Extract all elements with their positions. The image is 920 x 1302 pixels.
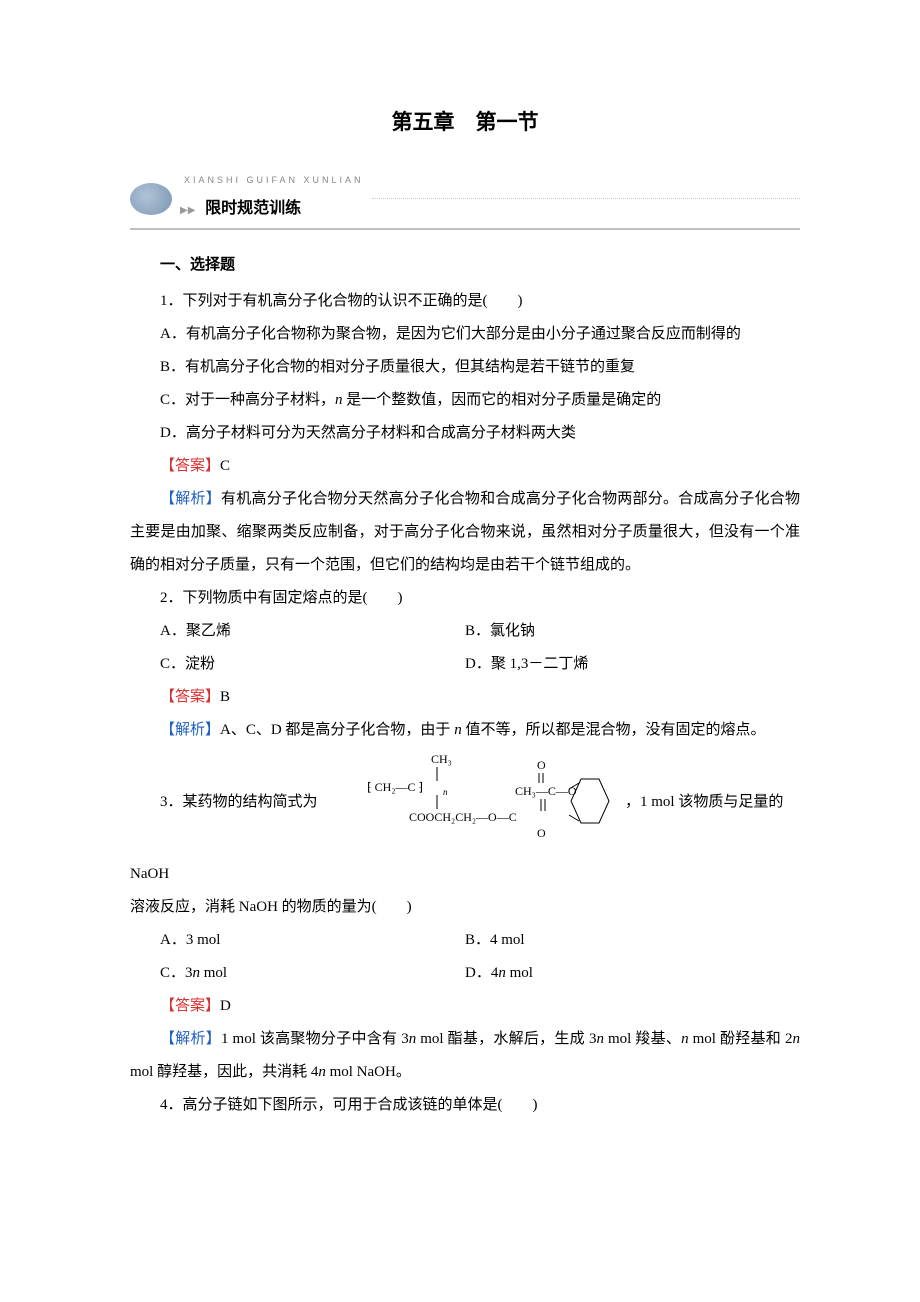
q1-analysis-text: 有机高分子化合物分天然高分子化合物和合成高分子化合物两部分。合成高分子化合物主要…: [130, 491, 800, 573]
q3-answer-value: D: [220, 998, 231, 1014]
q3-options-row1: A．3 mol B．4 mol: [130, 924, 800, 957]
q2-options-row2: C．淀粉 D．聚 1,3－二丁烯: [130, 648, 800, 681]
q2-answer-value: B: [220, 689, 230, 705]
q1-answer: 【答案】C: [130, 450, 800, 483]
q2-analysis: 【解析】A、C、D 都是高分子化合物，由于 n 值不等，所以都是混合物，没有固定…: [130, 714, 800, 747]
q1-optc-before: C．对于一种高分子材料，: [160, 392, 335, 408]
svg-text:CH₃: CH₃: [431, 752, 452, 766]
banner-content: XIANSHI GUIFAN XUNLIAN ▶▶ 限时规范训练: [180, 171, 364, 226]
svg-text:⁅ CH₂—C ⁆: ⁅ CH₂—C ⁆: [367, 780, 423, 794]
q1-option-a: A．有机高分子化合物称为聚合物，是因为它们大部分是由小分子通过聚合反应而制得的: [130, 318, 800, 351]
q3-ana-p6: mol NaOH。: [326, 1064, 411, 1080]
q3-ana-n4: n: [793, 1031, 801, 1047]
q2-analysis-before: A、C、D 都是高分子化合物，由于: [220, 722, 454, 738]
globe-icon: [130, 183, 172, 215]
q3-optc-after: mol: [200, 965, 227, 981]
q3-answer: 【答案】D: [130, 990, 800, 1023]
q3-ana-p4: mol 酚羟基和 2: [689, 1031, 793, 1047]
q3-optd-n: n: [498, 965, 506, 981]
q2-analysis-after: 值不等，所以都是混合物，没有固定的熔点。: [462, 722, 766, 738]
chemical-structure-icon: CH₃ ⁅ CH₂—C ⁆ n COOCH₂CH₂—O—C O CH₃—C—O …: [351, 751, 621, 841]
q2-stem: 2．下列物质中有固定熔点的是( ): [130, 582, 800, 615]
q1-answer-value: C: [220, 458, 230, 474]
q3-options-row2: C．3n mol D．4n mol: [130, 957, 800, 990]
divider-line: [372, 198, 800, 199]
q3-ana-p5: mol 醇羟基，因此，共消耗 4: [130, 1064, 318, 1080]
q3-ana-p2: mol 酯基，水解后，生成 3: [416, 1031, 596, 1047]
q2-options-row1: A．聚乙烯 B．氯化钠: [130, 615, 800, 648]
svg-text:COOCH₂CH₂—O—C: COOCH₂CH₂—O—C: [409, 810, 517, 824]
q2-option-c: C．淀粉: [130, 648, 465, 681]
q3-answer-label: 【答案】: [160, 998, 220, 1014]
q1-optc-n: n: [335, 392, 343, 408]
q1-analysis-label: 【解析】: [160, 491, 221, 507]
q3-analysis: 【解析】1 mol 该高聚物分子中含有 3n mol 酯基，水解后，生成 3n …: [130, 1023, 800, 1089]
q2-analysis-label: 【解析】: [160, 722, 220, 738]
svg-text:O: O: [537, 826, 546, 840]
q1-option-d: D．高分子材料可分为天然高分子材料和合成高分子材料两大类: [130, 417, 800, 450]
q3-option-c: C．3n mol: [130, 957, 465, 990]
q1-optc-after: 是一个整数值，因而它的相对分子质量是确定的: [343, 392, 662, 408]
q3-optc-n: n: [193, 965, 201, 981]
q3-stem-line1: 3．某药物的结构简式为 CH₃ ⁅ CH₂—C ⁆ n COOCH₂CH₂—O—…: [130, 747, 800, 891]
q3-ana-p3: mol 羧基、: [604, 1031, 681, 1047]
banner-pinyin: XIANSHI GUIFAN XUNLIAN: [184, 171, 364, 191]
section-banner: XIANSHI GUIFAN XUNLIAN ▶▶ 限时规范训练: [130, 171, 800, 230]
svg-text:n: n: [443, 787, 448, 797]
q2-option-a: A．聚乙烯: [130, 615, 465, 648]
svg-text:CH₃—C—O: CH₃—C—O: [515, 784, 577, 798]
q3-stem-before: 3．某药物的结构简式为: [160, 794, 318, 810]
q3-ana-p1: 1 mol 该高聚物分子中含有 3: [221, 1031, 409, 1047]
q3-optd-after: mol: [506, 965, 533, 981]
q3-stem-line2: 溶液反应，消耗 NaOH 的物质的量为( ): [130, 891, 800, 924]
svg-text:O: O: [537, 758, 546, 772]
q1-option-b: B．有机高分子化合物的相对分子质量很大，但其结构是若干链节的重复: [130, 351, 800, 384]
q3-option-a: A．3 mol: [130, 924, 465, 957]
q1-stem: 1．下列对于有机高分子化合物的认识不正确的是( ): [130, 285, 800, 318]
q3-structure-image: CH₃ ⁅ CH₂—C ⁆ n COOCH₂CH₂—O—C O CH₃—C—O …: [321, 747, 621, 858]
q2-option-d: D．聚 1,3－二丁烯: [465, 648, 800, 681]
q3-optd-before: D．4: [465, 965, 498, 981]
section-heading: 一、选择题: [130, 248, 800, 281]
q2-option-b: B．氯化钠: [465, 615, 800, 648]
q3-ana-n2: n: [596, 1031, 604, 1047]
banner-text: 限时规范训练: [205, 200, 301, 217]
q3-optc-before: C．3: [160, 965, 193, 981]
q4-stem: 4．高分子链如下图所示，可用于合成该链的单体是( ): [130, 1089, 800, 1122]
q1-option-c: C．对于一种高分子材料，n 是一个整数值，因而它的相对分子质量是确定的: [130, 384, 800, 417]
q2-answer-label: 【答案】: [160, 689, 220, 705]
page-title: 第五章 第一节: [130, 100, 800, 146]
q3-option-b: B．4 mol: [465, 924, 800, 957]
q1-analysis: 【解析】有机高分子化合物分天然高分子化合物和合成高分子化合物两部分。合成高分子化…: [130, 483, 800, 582]
q1-answer-label: 【答案】: [160, 458, 220, 474]
q3-analysis-label: 【解析】: [160, 1031, 221, 1047]
q3-option-d: D．4n mol: [465, 957, 800, 990]
arrow-icon: ▶▶: [180, 205, 195, 216]
q3-ana-n5: n: [318, 1064, 326, 1080]
q3-ana-n3: n: [681, 1031, 689, 1047]
q2-analysis-n: n: [454, 722, 462, 738]
q2-answer: 【答案】B: [130, 681, 800, 714]
